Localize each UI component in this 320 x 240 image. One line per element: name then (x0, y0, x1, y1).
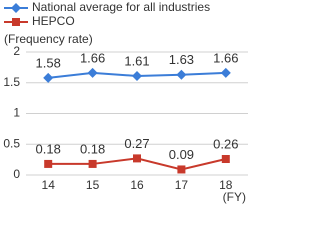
y-tick-label: 1 (13, 106, 20, 120)
data-label: 1.58 (36, 55, 61, 70)
y-tick-label: 0.5 (3, 136, 20, 150)
point (220, 67, 231, 78)
x-tick-label: 15 (86, 178, 100, 192)
x-tick-label: 16 (130, 178, 144, 192)
data-label: 1.61 (124, 53, 149, 68)
point (133, 154, 141, 163)
legend-label: HEPCO (32, 14, 75, 28)
data-label: 1.66 (80, 50, 105, 65)
data-label: 1.66 (213, 50, 238, 65)
point (88, 159, 97, 168)
data-label: 0.27 (124, 136, 149, 151)
point (177, 165, 186, 174)
data-label: 0.18 (36, 141, 61, 156)
point (87, 67, 98, 78)
y-tick-label: 0 (13, 167, 20, 181)
point (221, 155, 230, 164)
point (43, 72, 54, 83)
data-label: 0.18 (80, 141, 105, 156)
data-label: 0.09 (169, 147, 194, 162)
chart: (Frequency rate) (FY) 0 0.5 1 1.5 2 14 15 16 17 1… (3, 0, 248, 204)
x-tick-label: 17 (175, 178, 189, 192)
y-axis-label: (Frequency rate) (4, 32, 93, 46)
legend-marker (12, 18, 20, 26)
legend-label: National average for all industries (32, 0, 210, 14)
data-label: 0.26 (213, 136, 238, 151)
point (132, 70, 142, 81)
x-axis-label: (FY) (223, 190, 246, 204)
legend-marker (11, 3, 21, 13)
y-tick-label: 2 (13, 44, 20, 58)
y-tick-label: 1.5 (3, 75, 20, 89)
point (176, 69, 187, 80)
x-tick-label: 14 (42, 178, 56, 192)
point (44, 159, 53, 168)
data-label: 1.63 (169, 52, 194, 67)
x-tick-label: 18 (219, 178, 233, 192)
